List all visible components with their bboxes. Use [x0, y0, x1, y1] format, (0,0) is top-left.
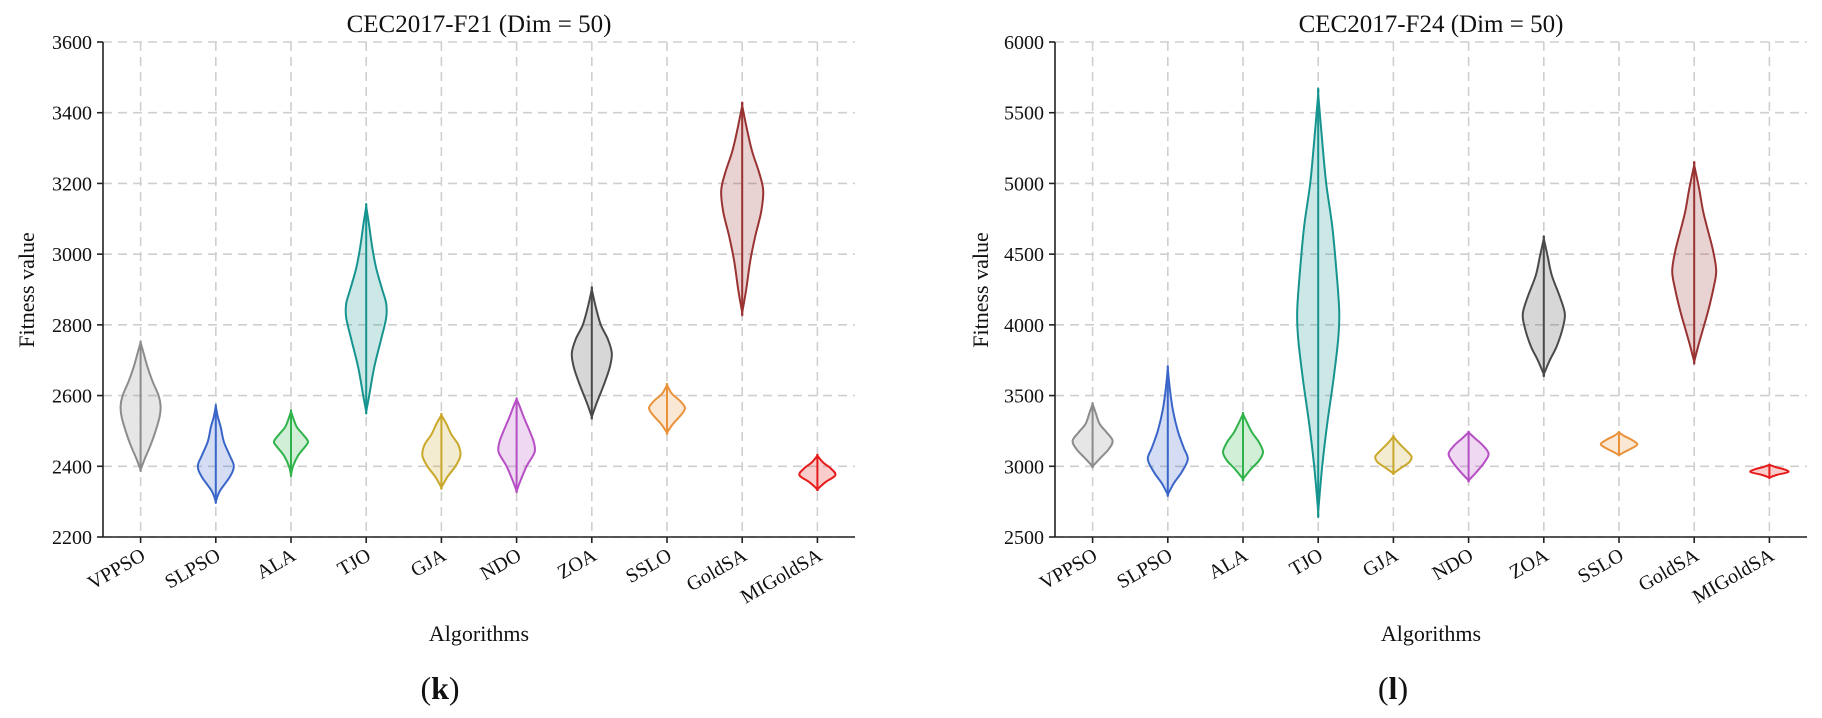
x-tick-label: MIGoldSA — [737, 544, 826, 608]
x-tick-label: SLPSO — [161, 544, 224, 593]
y-tick-label: 2500 — [1004, 527, 1044, 549]
violins — [1071, 87, 1790, 519]
y-tick-label: 2600 — [52, 386, 92, 408]
x-tick-label: NDO — [477, 544, 526, 585]
y-tick-label: 2800 — [52, 315, 92, 337]
x-tick-label: ZOA — [1506, 544, 1553, 584]
x-axis-label: Algorithms — [429, 621, 529, 646]
x-tick-label: SSLO — [622, 544, 675, 588]
y-tick-label: 5500 — [1004, 103, 1044, 125]
y-tick-label: 4500 — [1004, 244, 1044, 266]
x-tick-label: GJA — [407, 544, 450, 582]
x-tick-label: SLPSO — [1113, 544, 1176, 593]
y-tick-label: 3200 — [52, 173, 92, 195]
panel-label: (l) — [1378, 670, 1408, 706]
y-tick-label: 3500 — [1004, 386, 1044, 408]
y-tick-label: 2400 — [52, 456, 92, 478]
chart-panel-k: CEC2017-F21 (Dim = 50) Fitness value Alg… — [14, 11, 855, 706]
y-tick-label: 3000 — [52, 244, 92, 266]
violins — [119, 101, 837, 504]
chart-title: CEC2017-F21 (Dim = 50) — [347, 11, 612, 38]
y-tick-label: 3000 — [1004, 456, 1044, 478]
y-axis-label: Fitness value — [14, 232, 39, 348]
x-tick-label: SSLO — [1574, 544, 1627, 588]
panel-label-letter: l — [1389, 670, 1398, 706]
y-axis-label: Fitness value — [968, 232, 993, 348]
y-tick-label: 6000 — [1004, 32, 1044, 54]
x-tick-label: ALA — [1205, 544, 1252, 584]
y-tick-label: 2200 — [52, 527, 92, 549]
y-tick-label: 4000 — [1004, 315, 1044, 337]
axes: 2200 2400 2600 2800 3000 3200 3400 3600 VPPSO SLP… — [52, 32, 855, 608]
chart-panel-l: CEC2017-F24 (Dim = 50) Fitness value Alg… — [968, 11, 1807, 706]
panel-label: (k) — [420, 670, 459, 706]
x-tick-label: TJO — [1286, 544, 1327, 580]
chart-title: CEC2017-F24 (Dim = 50) — [1299, 11, 1564, 38]
y-tick-label: 5000 — [1004, 173, 1044, 195]
x-tick-label: VPPSO — [1036, 544, 1101, 594]
x-tick-label: GJA — [1359, 544, 1402, 582]
panel-label-letter: k — [431, 670, 449, 706]
x-tick-label: NDO — [1429, 544, 1478, 585]
x-tick-label: ALA — [253, 544, 300, 584]
x-tick-label: ZOA — [554, 544, 601, 584]
y-tick-label: 3400 — [52, 103, 92, 125]
y-tick-label: 3600 — [52, 32, 92, 54]
x-tick-label: TJO — [334, 544, 375, 580]
x-tick-label: VPPSO — [84, 544, 149, 594]
x-axis-label: Algorithms — [1381, 621, 1481, 646]
x-tick-label: MIGoldSA — [1689, 544, 1778, 608]
